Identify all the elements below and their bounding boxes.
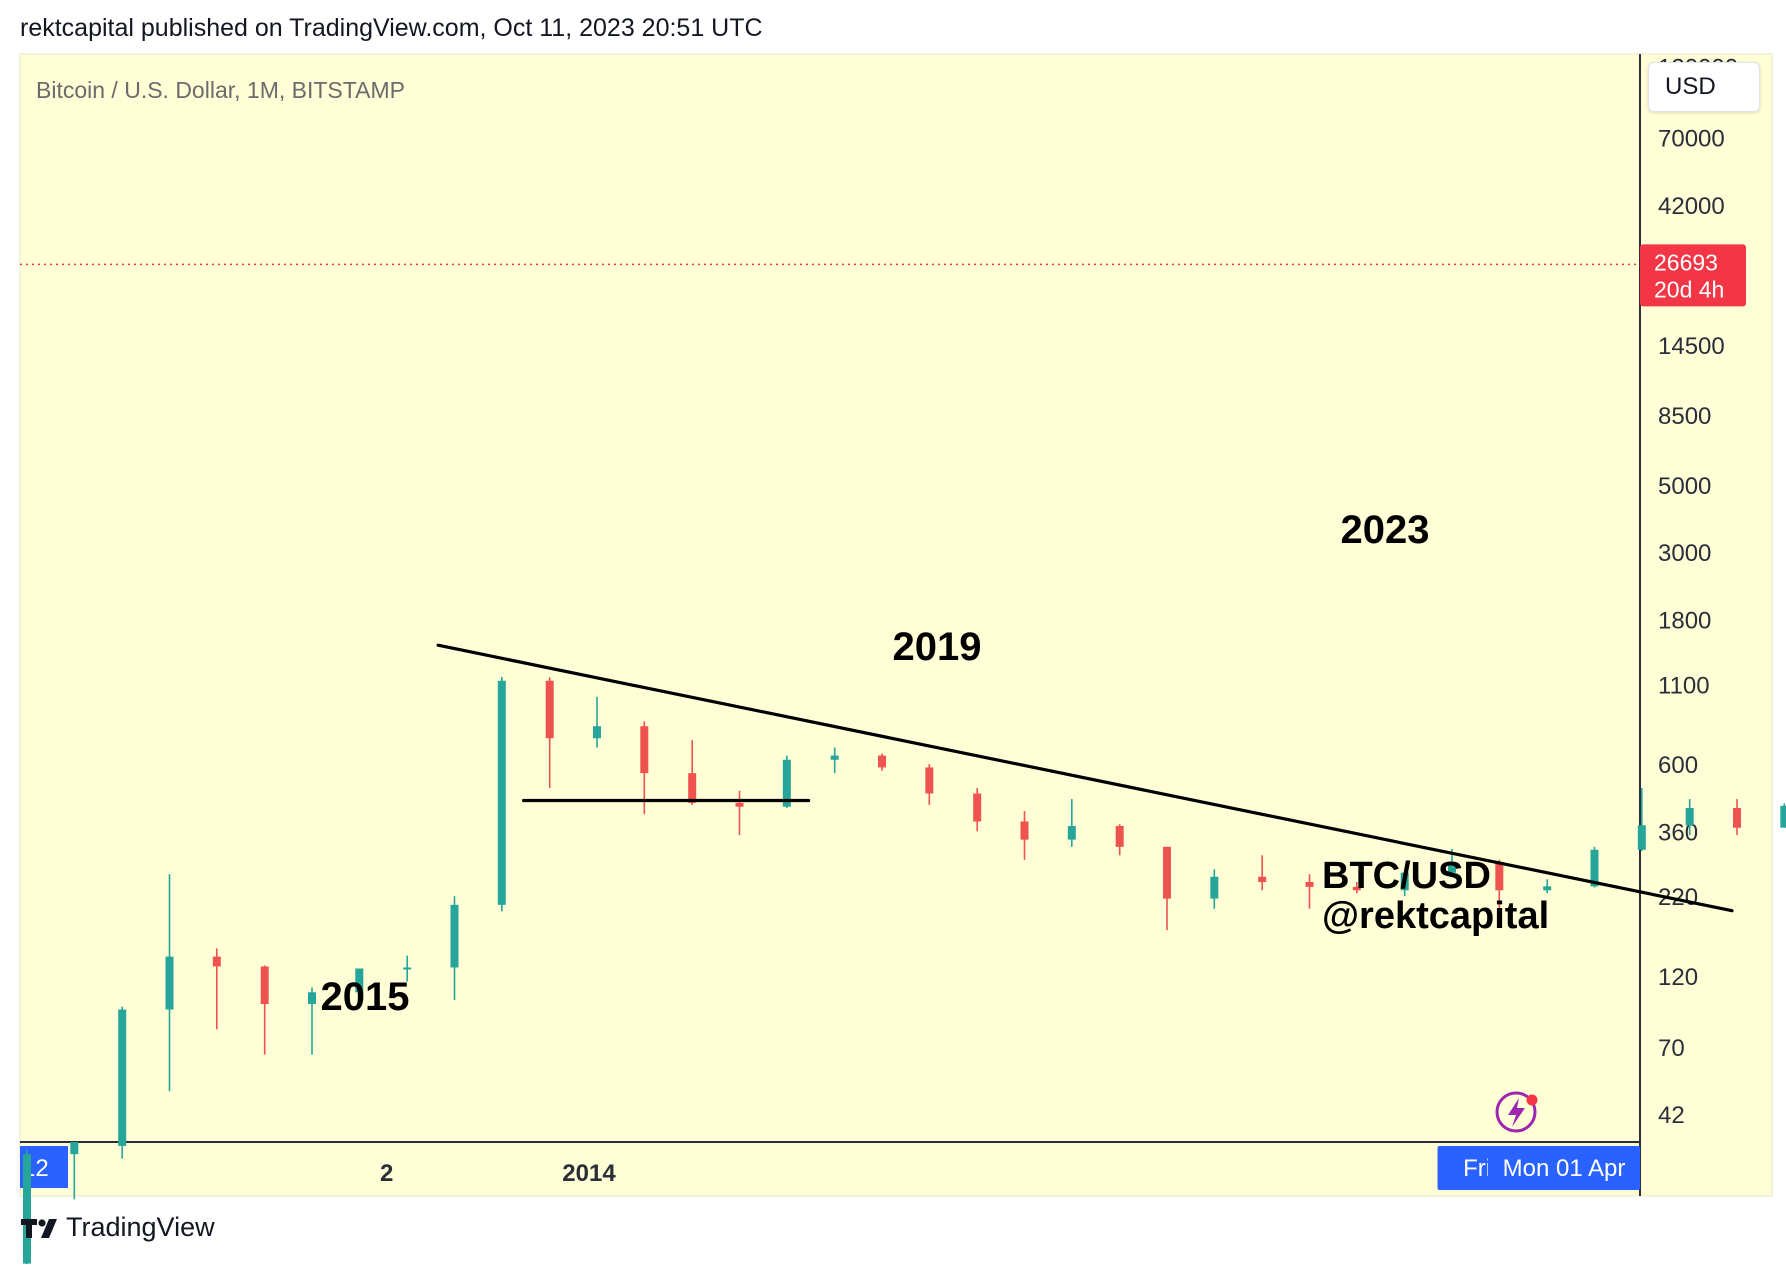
last-price-value: 26693: [1654, 249, 1718, 275]
currency-label: USD: [1665, 73, 1716, 100]
y-tick-label: 70000: [1658, 126, 1725, 153]
lightning-icon: [1495, 1091, 1538, 1133]
lightning-icon-dot: [1526, 1094, 1538, 1106]
candle-down: [735, 802, 744, 807]
candle-down: [545, 680, 554, 739]
candle-down: [1020, 821, 1029, 840]
candle-down: [1733, 807, 1741, 828]
candle-down: [640, 726, 649, 774]
candle-down: [212, 956, 221, 967]
y-tick-label: 1800: [1658, 607, 1711, 634]
candle-down: [1163, 846, 1171, 899]
candle-up: [497, 680, 506, 905]
candle-up: [1590, 849, 1599, 887]
candle-down: [1305, 882, 1314, 887]
candle-down: [1115, 825, 1124, 847]
candle-down: [1352, 886, 1361, 891]
tradingview-footer[interactable]: TradingView: [20, 1212, 215, 1243]
chart-background: [20, 54, 1640, 1196]
candle-up: [118, 1009, 127, 1146]
candle-up: [403, 967, 412, 970]
y-tick-label: 70: [1658, 1035, 1685, 1062]
candle-down: [1495, 862, 1504, 891]
candle-up: [593, 726, 601, 739]
lightning-icon-circle: [1495, 1091, 1537, 1133]
watermark-handle: @rektcapital: [1322, 895, 1549, 937]
y-tick-label: 600: [1658, 752, 1698, 779]
candle-up: [1210, 876, 1219, 899]
candle-up: [355, 968, 364, 993]
drawn-trendline: [436, 643, 1734, 913]
candle-up: [308, 992, 316, 1004]
candle-up: [23, 1154, 31, 1264]
y-tick-label: 3000: [1658, 540, 1711, 567]
candle-up: [450, 904, 459, 968]
date-marker-badge: [1488, 1146, 1640, 1190]
price-axis-background: [1640, 54, 1772, 1196]
cycle-year-label: 2019: [893, 625, 982, 669]
candle-down: [973, 793, 982, 822]
candle-up: [1448, 862, 1456, 873]
tradingview-logo-icon: [21, 1218, 57, 1238]
x-tick-fragment: 2: [380, 1160, 393, 1187]
candle-up: [1780, 805, 1786, 828]
last-price-badge: [1640, 244, 1746, 307]
candle-up: [1400, 872, 1409, 891]
y-tick-label: 14500: [1658, 333, 1725, 360]
y-tick-label: 1100: [1658, 672, 1710, 699]
y-tick-label: 42: [1658, 1102, 1685, 1129]
candle-down: [925, 767, 934, 794]
candle-up: [1685, 807, 1694, 826]
candle-up: [830, 755, 839, 760]
y-tick-label: 5000: [1658, 473, 1711, 500]
date-marker-label: Mon 01 Apr: [1503, 1155, 1626, 1182]
tradingview-brand: TradingView: [66, 1212, 215, 1242]
lightning-icon-bolt: [1508, 1098, 1525, 1127]
x-tick-label: 2014: [562, 1160, 616, 1187]
publisher-line: rektcapital published on TradingView.com…: [20, 14, 763, 42]
last-price-countdown: 20d 4h: [1654, 276, 1724, 302]
candle-up: [70, 1142, 79, 1155]
candle-down: [260, 966, 269, 1004]
watermark-pair: BTC/USD: [1322, 855, 1491, 897]
y-tick-label: 42000: [1658, 193, 1725, 220]
chart-border: [19, 53, 1773, 1197]
candle-up: [1067, 825, 1076, 840]
candle-down: [878, 755, 886, 768]
candle-up: [782, 759, 791, 807]
cycle-year-label: 2015: [321, 975, 410, 1019]
currency-selector[interactable]: USD: [1648, 62, 1760, 112]
candle-up: [1543, 886, 1552, 891]
y-tick-label: 8500: [1658, 403, 1711, 430]
symbol-title: Bitcoin / U.S. Dollar, 1M, BITSTAMP: [36, 77, 405, 103]
y-tick-label: 120: [1658, 964, 1698, 991]
candle-down: [1258, 876, 1267, 883]
cycle-year-label: 2023: [1341, 508, 1430, 552]
candle-down: [688, 773, 697, 803]
candle-up: [165, 956, 174, 1010]
candle-up: [1637, 825, 1646, 850]
